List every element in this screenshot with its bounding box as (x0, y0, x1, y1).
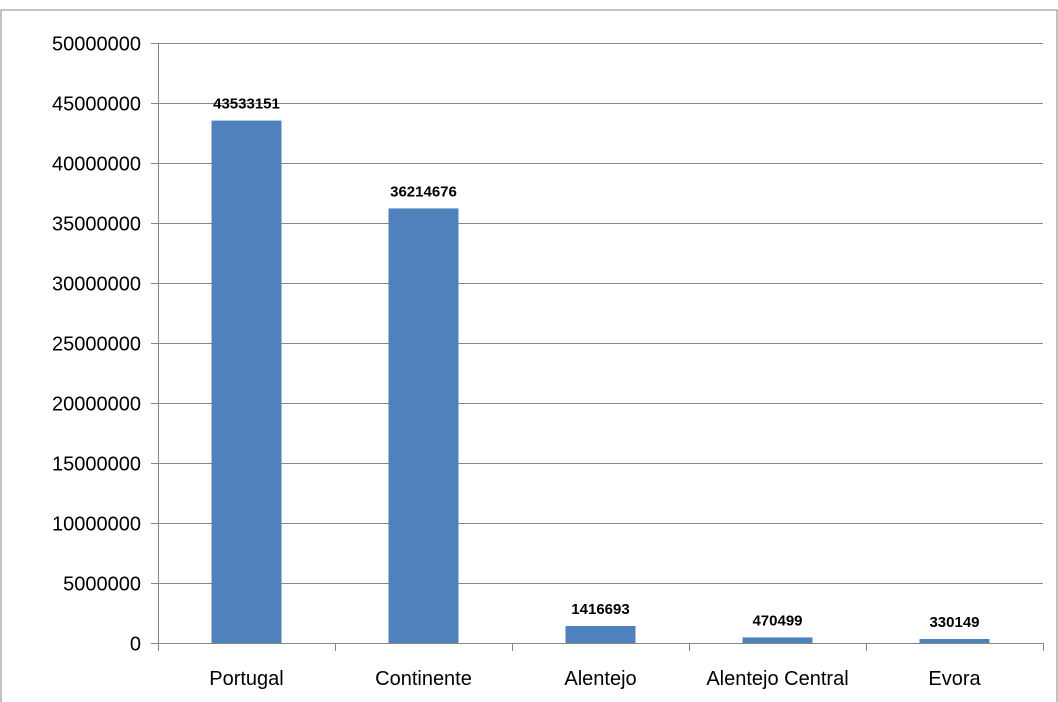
y-tick-label: 30000000 (52, 274, 141, 296)
chart-border (0, 9, 1058, 702)
data-label: 43533151 (213, 96, 280, 113)
y-tick-label: 35000000 (52, 214, 141, 236)
y-tick-label: 5000000 (63, 574, 141, 596)
data-label: 36214676 (390, 183, 457, 200)
data-label: 330149 (929, 614, 979, 631)
y-tick-label: 25000000 (52, 334, 141, 356)
y-tick-label: 10000000 (52, 514, 141, 536)
x-tick-label: Evora (928, 668, 981, 690)
bar (388, 208, 459, 643)
bar (565, 626, 636, 643)
x-tick-label: Alentejo (564, 668, 636, 690)
x-tick-label: Portugal (209, 668, 284, 690)
bar (211, 120, 282, 644)
y-tick-label: 40000000 (52, 154, 141, 176)
x-tick-label: Continente (375, 668, 472, 690)
bar (742, 637, 813, 643)
x-tick-label: Alentejo Central (706, 668, 848, 690)
y-tick-label: 45000000 (52, 94, 141, 116)
data-label: 470499 (752, 612, 802, 629)
data-label: 1416693 (571, 601, 629, 618)
y-tick-label: 15000000 (52, 454, 141, 476)
y-tick-label: 20000000 (52, 394, 141, 416)
bar (919, 639, 990, 643)
y-tick-label: 50000000 (52, 34, 141, 56)
y-tick-label: 0 (130, 634, 141, 656)
